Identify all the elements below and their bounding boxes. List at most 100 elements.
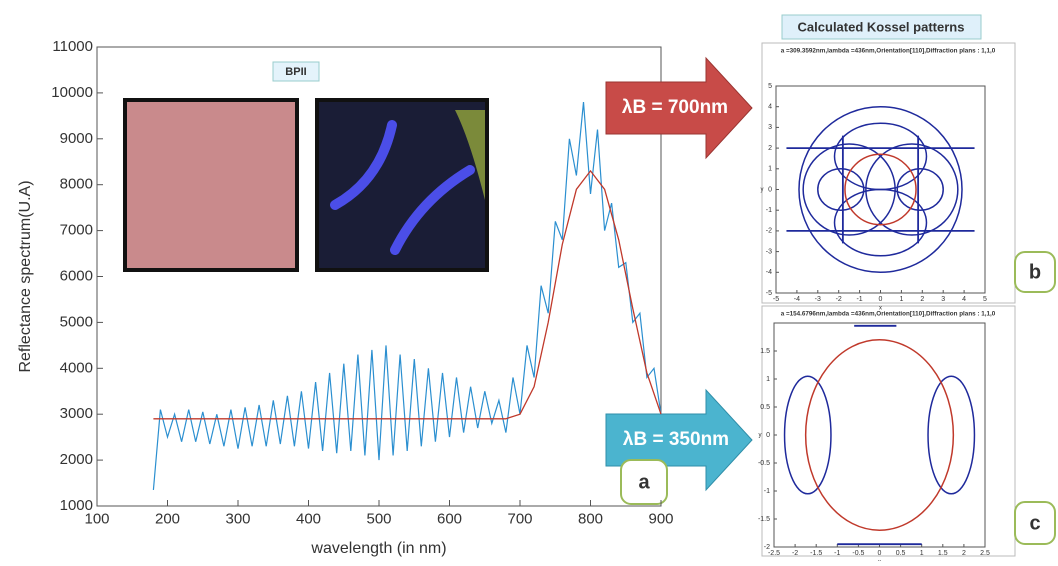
x-tick-label: -0.5 [852,550,864,557]
x-tick-label: 0 [878,550,882,557]
x-tick-label: 2 [920,296,924,303]
panel-label-box [1014,251,1056,293]
y-tick-label: 1 [768,166,772,173]
y-tick-label: 8000 [60,176,93,193]
x-tick-label: 200 [155,510,180,527]
y-tick-label: 0 [766,432,770,439]
series-line [152,102,662,490]
panel-title: a =309.3592nm,lambda =436nm,Orientation[… [781,48,996,55]
y-tick-label: -2 [766,228,772,235]
y-tick-label: 5000 [60,313,93,330]
y-tick-label: -0.5 [758,460,770,467]
figure-title: Calculated Kossel patterns [798,19,965,34]
y-tick-label: -3 [766,248,772,255]
panel-label: b [1029,261,1041,283]
panel-label-box [620,459,668,505]
kossel-ring [927,375,976,495]
x-tick-label: -2 [836,296,842,303]
y-tick-label: 4 [768,104,772,111]
y-tick-label: -4 [766,269,772,276]
x-tick-label: -2 [792,550,798,557]
x-tick-label: 900 [648,510,673,527]
inset-label: BPII [285,66,306,78]
y-axis-title: y [761,187,764,193]
x-tick-label: 0 [879,296,883,303]
y-axis-title: y [759,433,762,439]
arrow [605,56,753,160]
x-tick-label: 1.5 [938,550,948,557]
y-tick-label: -2 [764,544,770,551]
y-tick-label: 1 [766,376,770,383]
y-tick-label: 1000 [60,497,93,514]
x-tick-label: 2.5 [980,550,990,557]
x-tick-label: 500 [366,510,391,527]
x-tick-label: 600 [437,510,462,527]
y-tick-label: 4000 [60,359,93,376]
panel-label: a [638,471,650,493]
panel-frame [761,305,1016,557]
y-tick-label: 2 [768,145,772,152]
x-tick-label: -1.5 [810,550,822,557]
y-tick-label: 0.5 [760,404,770,411]
arrow-label: λB = 700nm [622,97,728,118]
x-tick-label: 700 [507,510,532,527]
kossel-ring [783,375,832,495]
kossel-ring [896,168,944,211]
x-tick-label: 300 [225,510,250,527]
panel-label: c [1029,512,1040,534]
title-box [781,14,982,40]
y-tick-label: -5 [766,290,772,297]
photo-reflection [123,98,299,272]
photo-streak [330,120,397,210]
x-tick-label: 4 [962,296,966,303]
y-tick-label: 0 [768,186,772,193]
x-tick-label: 5 [983,296,987,303]
y-tick-label: 10000 [51,84,93,101]
y-axis-title: Reflectance spectrum(U.A) [17,180,34,372]
x-tick-label: -1 [856,296,862,303]
x-axis-title: x [879,306,882,312]
x-tick-label: 800 [578,510,603,527]
x-tick-label: 1 [899,296,903,303]
x-tick-label: 1 [920,550,924,557]
panel-title: a =154.6796nm,lambda =436nm,Orientation[… [781,311,996,318]
arrow-label: λB = 350nm [623,429,729,450]
x-tick-label: -1 [834,550,840,557]
kossel-ring [802,143,896,236]
x-tick-label: 400 [296,510,321,527]
kossel-ring [817,168,865,211]
kossel-ring [844,153,917,226]
x-tick-label: -4 [794,296,800,303]
x-tick-label: -2.5 [768,550,780,557]
inset-label-box [272,61,320,82]
x-tick-label: 100 [84,510,109,527]
y-tick-label: 11000 [52,38,93,55]
y-tick-label: 3 [768,124,772,131]
x-tick-label: 3 [941,296,945,303]
y-tick-label: -1 [766,207,772,214]
kossel-ring [804,339,955,531]
photo-streak [390,165,475,255]
photo-corner [455,110,485,200]
kossel-ring [833,188,928,257]
x-tick-label: 2 [962,550,966,557]
x-tick-label: -3 [815,296,821,303]
y-tick-label: 5 [768,83,772,90]
y-tick-label: 1.5 [760,348,770,355]
y-tick-label: 6000 [60,267,93,284]
y-tick-label: 3000 [60,405,93,422]
y-tick-label: -1.5 [758,516,770,523]
y-tick-label: 2000 [60,451,93,468]
x-tick-label: -5 [773,296,779,303]
series-line [153,169,662,420]
kossel-ring [865,143,959,236]
y-tick-label: 9000 [60,130,93,147]
y-tick-label: 7000 [60,222,93,239]
kossel-ring [798,105,963,274]
y-tick-label: -1 [764,488,770,495]
x-axis-title: wavelength (in nm) [310,540,446,557]
x-tick-label: 0.5 [896,550,906,557]
panel-label-box [1014,501,1056,545]
